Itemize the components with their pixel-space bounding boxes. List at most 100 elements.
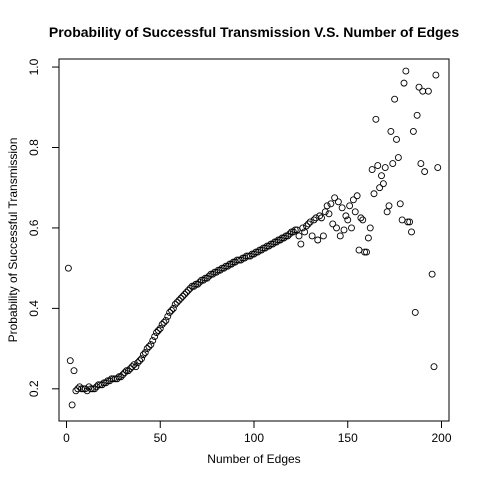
- data-point: [389, 160, 397, 168]
- x-tick-label: 200: [431, 431, 451, 445]
- data-point: [321, 208, 329, 216]
- data-points: [64, 67, 442, 409]
- data-point: [213, 268, 220, 276]
- data-point: [408, 228, 415, 236]
- data-point: [132, 363, 140, 371]
- data-point: [398, 216, 406, 224]
- data-point: [340, 226, 348, 234]
- data-point: [138, 355, 145, 363]
- data-point: [203, 274, 211, 282]
- data-point: [273, 238, 280, 246]
- data-point: [306, 218, 314, 226]
- data-point: [342, 212, 350, 220]
- data-point: [391, 95, 399, 103]
- data-point: [91, 385, 99, 393]
- plot-frame: [58, 58, 450, 422]
- data-point: [254, 248, 262, 256]
- data-point: [134, 359, 142, 367]
- data-point: [364, 234, 372, 242]
- data-point: [139, 351, 147, 359]
- data-point: [153, 329, 160, 336]
- data-point: [338, 204, 346, 212]
- data-point: [261, 244, 269, 252]
- data-point: [363, 248, 370, 256]
- data-point: [359, 216, 367, 224]
- data-point: [376, 184, 384, 192]
- data-point: [308, 232, 316, 240]
- data-point: [381, 164, 389, 172]
- data-point: [154, 327, 162, 334]
- data-point: [329, 220, 337, 228]
- data-point: [372, 115, 380, 123]
- data-point: [415, 83, 423, 91]
- data-point: [124, 367, 132, 375]
- data-point: [393, 135, 400, 143]
- data-point: [64, 264, 72, 272]
- data-point: [115, 373, 123, 381]
- data-point: [160, 319, 168, 326]
- data-point: [130, 361, 138, 369]
- data-point: [417, 160, 425, 168]
- data-point: [171, 300, 179, 308]
- data-point: [303, 222, 310, 230]
- data-point: [145, 343, 153, 351]
- chart-title: Probability of Successful Transmission V…: [49, 24, 459, 40]
- data-point: [319, 232, 327, 240]
- data-point: [181, 290, 189, 298]
- data-point: [280, 234, 288, 242]
- data-point: [89, 385, 97, 393]
- data-point: [184, 286, 192, 294]
- data-point: [98, 381, 106, 389]
- data-point: [175, 296, 183, 304]
- data-point: [434, 164, 442, 172]
- data-point: [250, 250, 258, 258]
- data-point: [331, 194, 339, 202]
- data-point: [379, 180, 387, 188]
- data-point: [361, 248, 369, 256]
- data-point: [201, 274, 209, 282]
- data-point: [196, 278, 204, 286]
- data-point: [419, 87, 427, 95]
- data-point: [411, 308, 419, 316]
- data-point: [301, 228, 309, 236]
- data-point: [194, 280, 202, 288]
- x-axis-label: Number of Edges: [207, 452, 300, 466]
- data-point: [276, 236, 284, 244]
- data-point: [246, 252, 254, 260]
- data-point: [192, 280, 200, 288]
- y-axis-label: Probability of Successful Transmission: [6, 138, 20, 343]
- data-point: [169, 304, 177, 312]
- data-point: [297, 240, 305, 248]
- data-point: [374, 162, 382, 170]
- data-point: [387, 127, 395, 135]
- data-point: [66, 357, 74, 365]
- data-point: [282, 232, 290, 240]
- data-point: [258, 246, 265, 254]
- data-point: [220, 264, 228, 272]
- data-point: [166, 308, 174, 316]
- data-point: [349, 196, 357, 204]
- data-point: [199, 276, 207, 284]
- data-point: [177, 294, 185, 302]
- data-point: [224, 262, 232, 270]
- data-point: [164, 312, 172, 320]
- x-axis: 0 50 100 150 200: [63, 421, 452, 445]
- data-point: [353, 192, 361, 200]
- data-point: [284, 232, 292, 240]
- data-point: [173, 298, 181, 306]
- data-point: [216, 266, 224, 274]
- data-point: [295, 232, 303, 240]
- data-point: [143, 345, 151, 353]
- data-point: [383, 208, 391, 216]
- data-point: [334, 198, 342, 206]
- data-point: [70, 367, 78, 375]
- x-tick-label: 150: [338, 431, 358, 445]
- y-tick-label: 0.2: [27, 380, 41, 397]
- data-point: [205, 272, 213, 280]
- x-tick-label: 100: [244, 431, 264, 445]
- data-point: [209, 270, 217, 278]
- data-point: [151, 333, 159, 340]
- data-point: [314, 236, 322, 244]
- data-point: [136, 357, 144, 365]
